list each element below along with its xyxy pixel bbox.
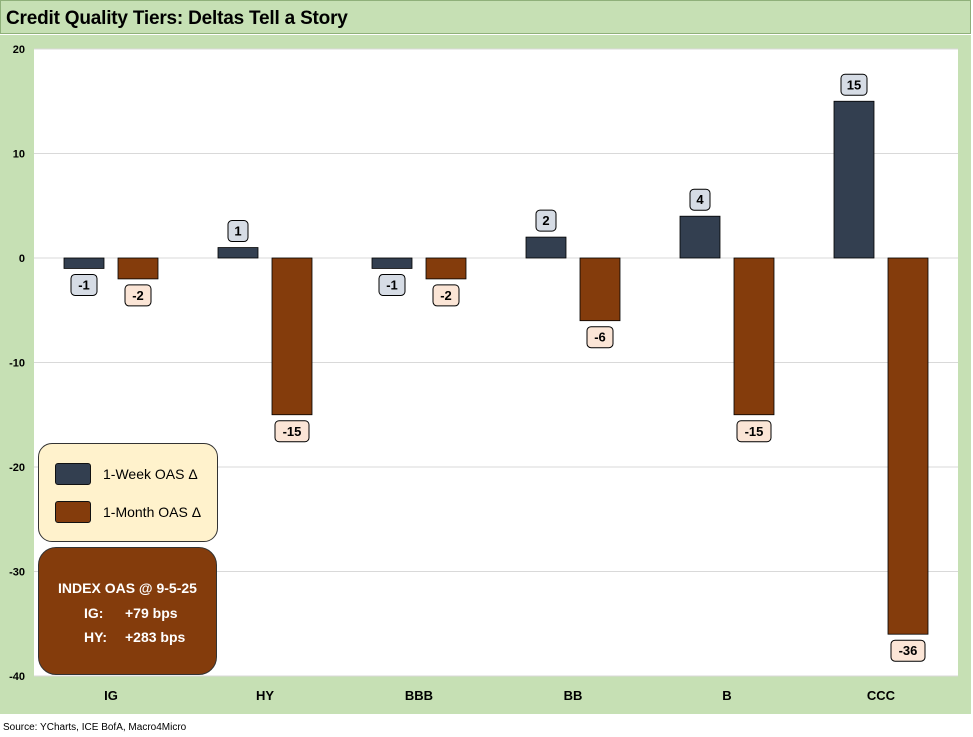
y-tick-label: -10 [9,358,25,370]
legend-item-month: 1-Month OAS Δ [55,500,201,524]
index-ig-value: +79 bps [125,605,178,621]
data-label-box [736,420,772,443]
data-label: 1 [234,224,241,239]
x-tick-label: BB [564,688,583,703]
legend-label-month: 1-Month OAS Δ [103,504,202,520]
bar-month [887,257,929,635]
bar-week [679,215,721,259]
y-tick-label: 0 [19,253,25,265]
chart-title: Credit Quality Tiers: Deltas Tell a Stor… [6,8,348,29]
bar-week [371,257,413,269]
legend-swatch-week [55,463,91,485]
data-label-box [432,284,460,307]
legend-item-week: 1-Week OAS Δ [55,462,198,486]
source-note: Source: YCharts, ICE BofA, Macro4Micro [3,722,187,733]
bar-week [833,100,875,259]
x-tick-label: IG [104,688,118,703]
data-label: -6 [594,330,606,345]
data-label-box [227,220,249,243]
data-label: -15 [283,424,302,439]
index-hy-value: +283 bps [125,629,186,645]
x-tick-label: HY [256,688,274,703]
data-label-box [535,209,557,232]
data-label: 4 [696,192,704,207]
bar-month [425,257,467,280]
data-label: 15 [847,77,861,92]
data-label-box [124,284,152,307]
data-label-box [586,326,614,349]
data-label-box [378,273,406,296]
title-bar: Credit Quality Tiers: Deltas Tell a Stor… [0,0,971,34]
data-label-box [274,420,310,443]
bar-month [579,257,621,322]
data-label-box [689,188,711,211]
index-oas-title: INDEX OAS @ 9-5-25 [58,580,197,596]
bar-month [117,257,159,280]
legend: 1-Week OAS Δ 1-Month OAS Δ [38,443,218,542]
y-tick-label: -30 [9,567,25,579]
index-hy-name: HY: [84,629,108,645]
legend-swatch-month [55,501,91,523]
data-label: -36 [899,643,918,658]
data-label: -1 [78,277,90,292]
bar-month [733,257,775,416]
x-tick-label: BBB [405,688,433,703]
data-label: -15 [745,424,764,439]
index-oas-box: INDEX OAS @ 9-5-25 IG: +79 bps HY: +283 … [38,547,217,675]
bar-week [525,236,567,259]
bar-month [271,257,313,416]
data-label-box [70,273,98,296]
data-label: -2 [440,288,452,303]
x-tick-label: B [722,688,731,703]
y-tick-label: 10 [13,149,25,161]
index-ig-name: IG: [84,605,104,621]
data-label: 2 [542,213,549,228]
data-label-box [890,639,926,662]
x-tick-label: CCC [867,688,896,703]
data-label-box [840,73,868,96]
y-tick-label: 20 [13,44,25,56]
y-tick-label: -40 [9,671,25,683]
legend-label-week: 1-Week OAS Δ [103,466,198,482]
bar-week [63,257,105,269]
bar-week [217,247,259,259]
data-label: -2 [132,288,144,303]
data-label: -1 [386,277,398,292]
y-tick-label: -20 [9,462,25,474]
